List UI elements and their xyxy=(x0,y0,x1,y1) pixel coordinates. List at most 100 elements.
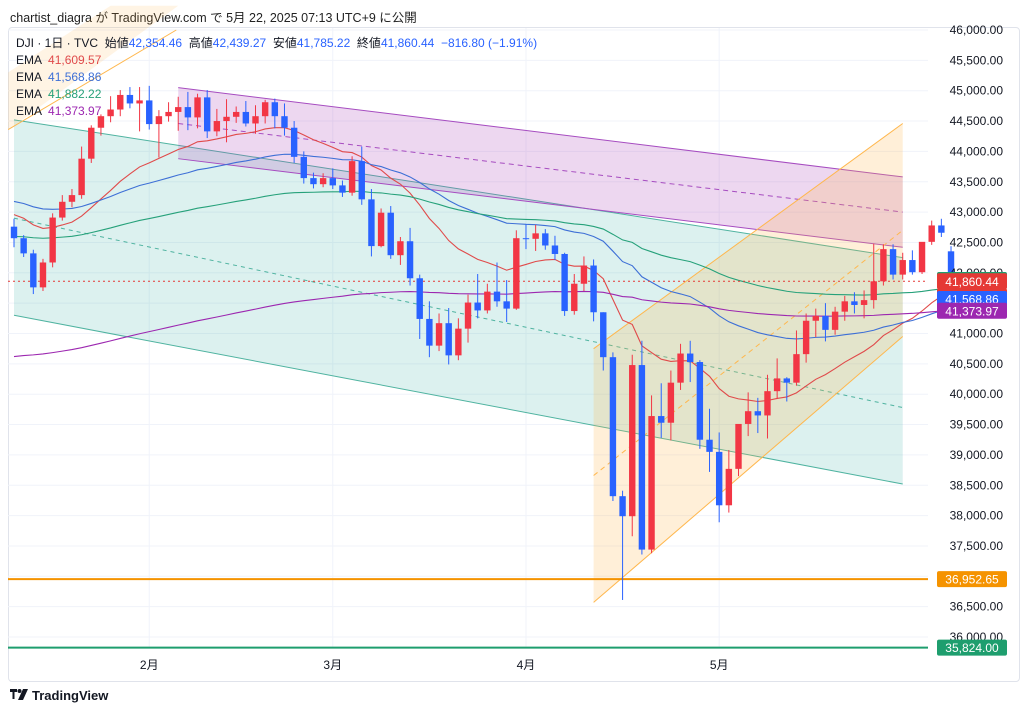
candle xyxy=(165,102,172,122)
candle-body xyxy=(696,362,704,440)
y-tick-label: 45,500.00 xyxy=(950,53,1004,67)
low-value: 41,785.22 xyxy=(296,36,351,50)
candle-body xyxy=(802,320,810,355)
y-tick-label: 43,500.00 xyxy=(950,175,1004,189)
candle xyxy=(619,490,626,600)
candle xyxy=(146,85,153,130)
price-tags: 41,882.2241,860.4441,609.5741,568.8641,3… xyxy=(937,271,1007,656)
candle-body xyxy=(629,365,636,517)
y-tick-label: 38,000.00 xyxy=(950,509,1004,523)
candle-body xyxy=(600,312,607,358)
candle xyxy=(310,172,317,189)
candle-body xyxy=(397,241,404,256)
candle xyxy=(474,274,481,319)
candle xyxy=(918,241,926,275)
change-value: −816.80 (−1.91%) xyxy=(441,36,538,50)
purple-channel-top xyxy=(178,87,903,178)
candle xyxy=(261,99,269,124)
green-channel-bottom xyxy=(13,314,903,485)
trend-channels xyxy=(7,5,904,603)
candle xyxy=(648,395,655,554)
candle xyxy=(802,313,810,363)
candle-body xyxy=(184,107,192,118)
candle xyxy=(754,397,762,434)
candle-body xyxy=(783,378,790,383)
ema-label: EMA xyxy=(16,53,43,67)
candle-body xyxy=(310,178,317,185)
candle xyxy=(10,218,18,248)
ema-line-3 xyxy=(13,190,952,296)
candle-body xyxy=(532,233,539,239)
close-label: 終値 xyxy=(356,36,381,50)
candle xyxy=(793,330,800,386)
candle-body xyxy=(68,195,76,202)
candle-body xyxy=(706,439,713,452)
candle xyxy=(406,227,414,286)
candle-body xyxy=(918,241,926,273)
price-tag-bg xyxy=(937,571,1007,588)
candle-body xyxy=(175,107,182,112)
candle xyxy=(542,229,549,250)
price-tag: 41,860.44 xyxy=(937,273,1007,290)
candle xyxy=(97,114,105,136)
candle xyxy=(580,256,588,292)
candle-body xyxy=(426,318,433,346)
y-tick-label: 44,500.00 xyxy=(950,114,1004,128)
y-tick-label: 37,500.00 xyxy=(950,539,1004,553)
candle xyxy=(271,98,279,129)
tradingview-logo[interactable]: TradingView xyxy=(10,688,108,703)
candle-body xyxy=(368,199,375,247)
price-tag: 36,952.65 xyxy=(937,571,1007,588)
candle-body xyxy=(88,127,95,159)
candle-body xyxy=(435,323,443,346)
ema-row-1: EMA 41,609.57 xyxy=(16,52,537,69)
candle-body xyxy=(870,281,877,301)
candle xyxy=(68,189,76,208)
candle xyxy=(358,146,365,205)
candle-body xyxy=(271,102,279,117)
candle xyxy=(232,106,240,123)
candle xyxy=(860,290,868,319)
candle-body xyxy=(484,291,491,311)
candle xyxy=(638,340,646,555)
candle xyxy=(609,352,617,502)
price-tag-label: 41,373.97 xyxy=(945,304,999,318)
candle xyxy=(822,303,829,342)
ema-line-1 xyxy=(13,127,952,403)
candle-body xyxy=(281,116,288,128)
candle xyxy=(455,318,462,361)
candle-body xyxy=(522,238,530,240)
candle xyxy=(435,313,443,352)
candle-body xyxy=(213,121,221,132)
candle xyxy=(59,195,66,221)
open-value: 42,354.46 xyxy=(128,36,183,50)
candle-body xyxy=(10,226,18,239)
candle xyxy=(445,308,452,365)
y-tick-label: 41,000.00 xyxy=(950,327,1004,341)
candle xyxy=(880,244,887,286)
x-tick-label: 2月 xyxy=(140,658,159,672)
candle xyxy=(928,220,935,245)
y-tick-label: 40,500.00 xyxy=(950,357,1004,371)
candle xyxy=(319,173,327,188)
candle xyxy=(20,235,27,258)
candle xyxy=(387,206,394,259)
candle xyxy=(667,370,675,441)
candle xyxy=(368,189,375,257)
candle xyxy=(348,156,356,196)
candle xyxy=(773,358,781,400)
candle xyxy=(39,258,47,292)
candle-body xyxy=(464,302,472,329)
horizontal-levels xyxy=(8,280,928,649)
publish-caption: chartist_diagra が TradingView.com で 5月 2… xyxy=(10,11,417,25)
candle-body xyxy=(590,265,597,313)
candle xyxy=(155,110,163,158)
candle-body xyxy=(638,365,646,550)
candle xyxy=(416,274,423,339)
candle xyxy=(629,354,636,537)
candle-body xyxy=(97,116,105,128)
candle-body xyxy=(687,353,694,363)
candle-body xyxy=(49,217,56,263)
candle xyxy=(194,93,201,129)
